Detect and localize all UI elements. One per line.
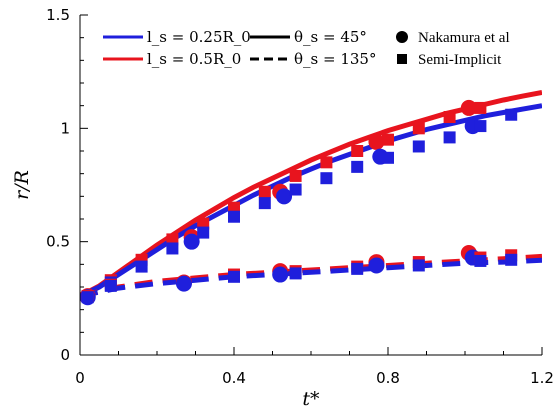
marker-square-5-8 bbox=[289, 169, 302, 182]
marker-square-8-5 bbox=[351, 262, 364, 275]
legend-marker-square bbox=[397, 54, 407, 64]
marker-square-8-7 bbox=[474, 254, 487, 267]
legend-marker-circle bbox=[396, 31, 408, 43]
legend-color-label: l_s = 0.5R_0 bbox=[147, 50, 241, 68]
marker-square-6-12 bbox=[412, 140, 425, 153]
marker-square-6-9 bbox=[320, 172, 333, 185]
series-line-2 bbox=[80, 103, 542, 299]
x-tick-label: 0.8 bbox=[376, 369, 400, 387]
marker-circle-1-5 bbox=[460, 99, 477, 116]
legend-style-label: θ_s = 45° bbox=[294, 28, 367, 46]
marker-square-8-4 bbox=[289, 267, 302, 280]
marker-square-5-3 bbox=[135, 253, 148, 266]
legend-color-label: l_s = 0.25R_0 bbox=[147, 28, 251, 46]
marker-square-5-6 bbox=[228, 201, 240, 214]
marker-square-5-9 bbox=[320, 156, 333, 169]
y-axis-label: r/R bbox=[11, 170, 33, 200]
marker-square-8-2 bbox=[104, 279, 117, 292]
marker-circle-4-3 bbox=[368, 257, 385, 274]
legend: l_s = 0.25R_0 l_s = 0.5R_0 θ_s = 45° θ_s = … bbox=[103, 28, 510, 68]
marker-circle-4-1 bbox=[175, 275, 192, 292]
x-tick-label: 1.2 bbox=[530, 369, 554, 387]
marker-square-8-3 bbox=[228, 270, 240, 283]
marker-circle-1-4 bbox=[368, 133, 385, 150]
marker-square-5-14 bbox=[474, 101, 487, 114]
marker-square-6-14 bbox=[474, 120, 487, 133]
y-tick-label: 0 bbox=[60, 346, 70, 364]
marker-square-6-8 bbox=[289, 183, 302, 196]
marker-square-5-12 bbox=[412, 122, 425, 135]
y-tick-label: 1.5 bbox=[46, 6, 70, 24]
marker-square-6-11 bbox=[382, 151, 394, 164]
marker-square-6-7 bbox=[258, 197, 271, 210]
marker-square-5-4 bbox=[166, 233, 179, 246]
marker-square-8-6 bbox=[412, 259, 425, 272]
marker-square-6-3 bbox=[135, 260, 148, 273]
legend-marker-label: Nakamura et al bbox=[418, 30, 510, 46]
marker-square-5-13 bbox=[443, 111, 456, 123]
marker-square-6-13 bbox=[443, 131, 456, 144]
x-axis-label: t* bbox=[302, 388, 320, 410]
x-tick-label: 0.4 bbox=[222, 369, 246, 387]
marker-square-8-8 bbox=[505, 253, 518, 266]
axes-layer: 0 0.4 0.8 1.2 0 0.5 1 1.5 t* r/R bbox=[11, 6, 554, 410]
marker-square-5-7 bbox=[258, 185, 271, 198]
marker-square-5-11 bbox=[382, 133, 394, 146]
marker-circle-2-3 bbox=[276, 188, 293, 205]
marker-square-6-10 bbox=[351, 160, 364, 173]
data-layer bbox=[80, 90, 542, 306]
marker-square-6-6 bbox=[228, 210, 240, 223]
marker-circle-2-2 bbox=[183, 233, 200, 250]
marker-square-6-4 bbox=[166, 242, 179, 255]
y-tick-label: 0.5 bbox=[46, 233, 70, 251]
marker-square-5-10 bbox=[351, 145, 364, 157]
marker-square-5-5 bbox=[197, 217, 210, 230]
legend-style-label: θ_s = 135° bbox=[294, 50, 376, 68]
x-tick-label: 0 bbox=[75, 369, 85, 387]
marker-circle-4-2 bbox=[272, 266, 289, 283]
legend-marker-label: Semi-Implicit bbox=[418, 52, 502, 68]
marker-square-6-5 bbox=[197, 226, 210, 239]
series-line-4 bbox=[80, 257, 542, 299]
marker-square-6-15 bbox=[505, 108, 518, 121]
y-tick-label: 1 bbox=[60, 119, 70, 137]
marker-square-8-1 bbox=[81, 291, 94, 304]
